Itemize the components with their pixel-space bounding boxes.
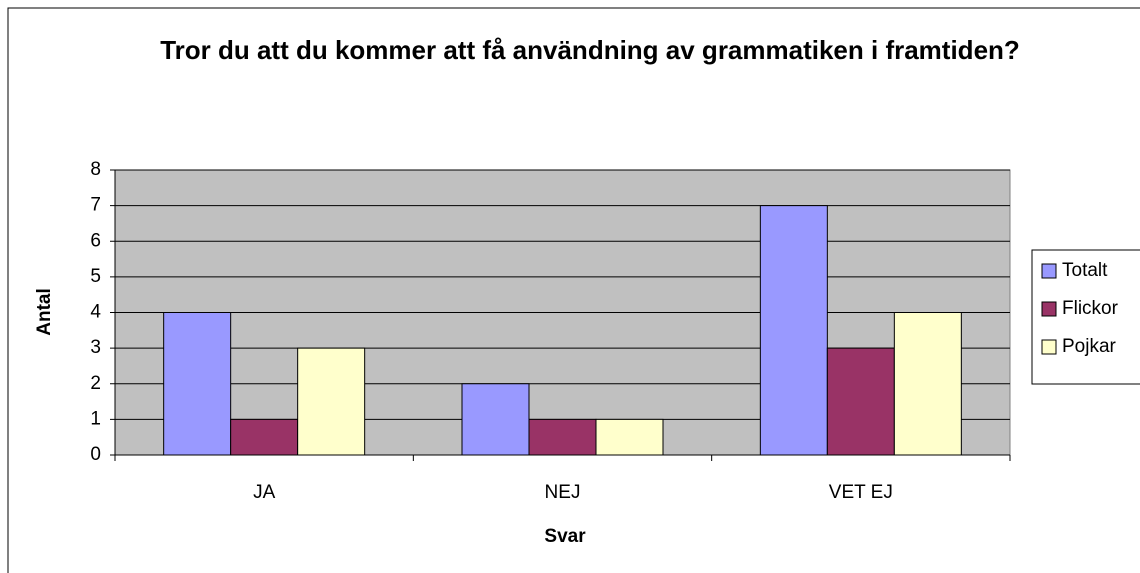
x-tick-label: JA	[253, 482, 276, 503]
legend-label: Flickor	[1062, 298, 1119, 319]
y-tick-label: 2	[90, 373, 101, 394]
legend-swatch	[1041, 301, 1057, 317]
y-tick-label: 7	[90, 195, 101, 216]
bar	[297, 347, 366, 456]
legend-label: Totalt	[1062, 260, 1108, 281]
legend-swatch	[1041, 339, 1057, 355]
x-axis-label: Svar	[544, 526, 586, 547]
bar	[595, 418, 664, 456]
y-tick-label: 4	[90, 302, 101, 323]
legend-swatch	[1041, 263, 1057, 279]
bar	[230, 418, 299, 456]
x-tick-label: NEJ	[545, 482, 581, 503]
y-axis-label: Antal	[34, 288, 55, 336]
bar	[759, 205, 828, 456]
y-tick-label: 6	[90, 230, 101, 251]
y-tick-label: 0	[90, 444, 101, 465]
chart-frame	[7, 7, 1140, 573]
y-tick-label: 5	[90, 266, 101, 287]
y-tick-label: 3	[90, 337, 101, 358]
chart-title: Tror du att du kommer att få användning …	[160, 35, 1020, 65]
x-tick-label: VET EJ	[829, 482, 893, 503]
bar	[528, 418, 597, 456]
bar	[826, 347, 895, 456]
legend-label: Pojkar	[1062, 336, 1117, 357]
y-tick-label: 8	[90, 159, 101, 180]
legend-box	[1031, 249, 1140, 385]
bar	[893, 312, 962, 456]
bar	[461, 383, 530, 456]
y-tick-label: 1	[90, 408, 101, 429]
bar	[163, 312, 232, 456]
